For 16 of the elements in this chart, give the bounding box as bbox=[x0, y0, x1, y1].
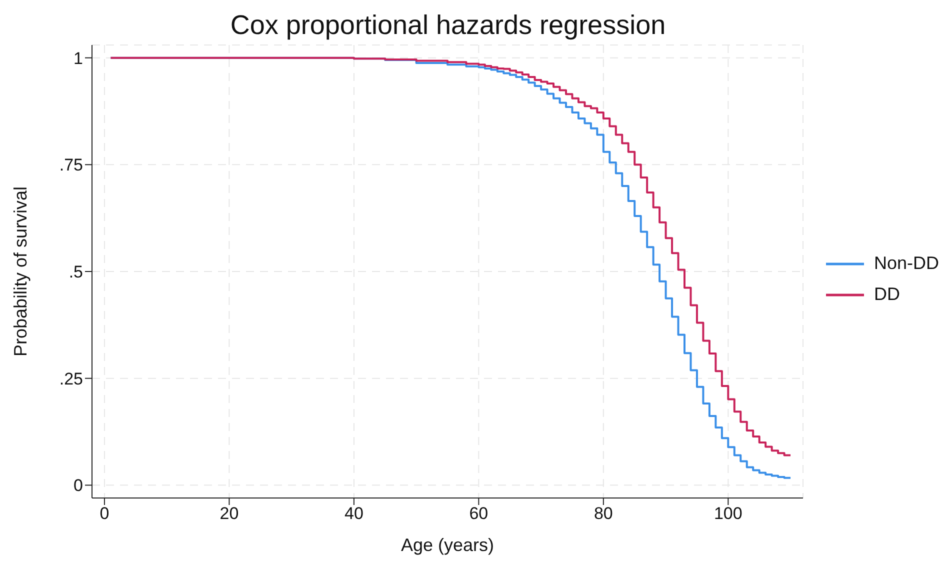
x-tick-label: 0 bbox=[100, 504, 110, 524]
legend-label: Non-DD bbox=[874, 253, 940, 274]
x-tick-label: 20 bbox=[220, 504, 239, 524]
x-tick-label: 100 bbox=[714, 504, 742, 524]
chart-title: Cox proportional hazards regression bbox=[229, 10, 667, 41]
y-tick-label: 0 bbox=[74, 476, 83, 496]
x-tick-label: 40 bbox=[344, 504, 364, 524]
x-axis-title: Age (years) bbox=[400, 535, 494, 555]
y-tick-label: 1 bbox=[74, 48, 83, 68]
y-tick-label: .25 bbox=[59, 369, 83, 388]
y-tick-label: .75 bbox=[59, 156, 83, 175]
x-tick-label: 60 bbox=[469, 504, 488, 524]
x-tick-label: 80 bbox=[594, 504, 613, 524]
y-tick-label: .5 bbox=[68, 262, 83, 282]
y-axis-title: Probability of survival bbox=[10, 186, 30, 357]
legend-label: DD bbox=[874, 284, 900, 305]
